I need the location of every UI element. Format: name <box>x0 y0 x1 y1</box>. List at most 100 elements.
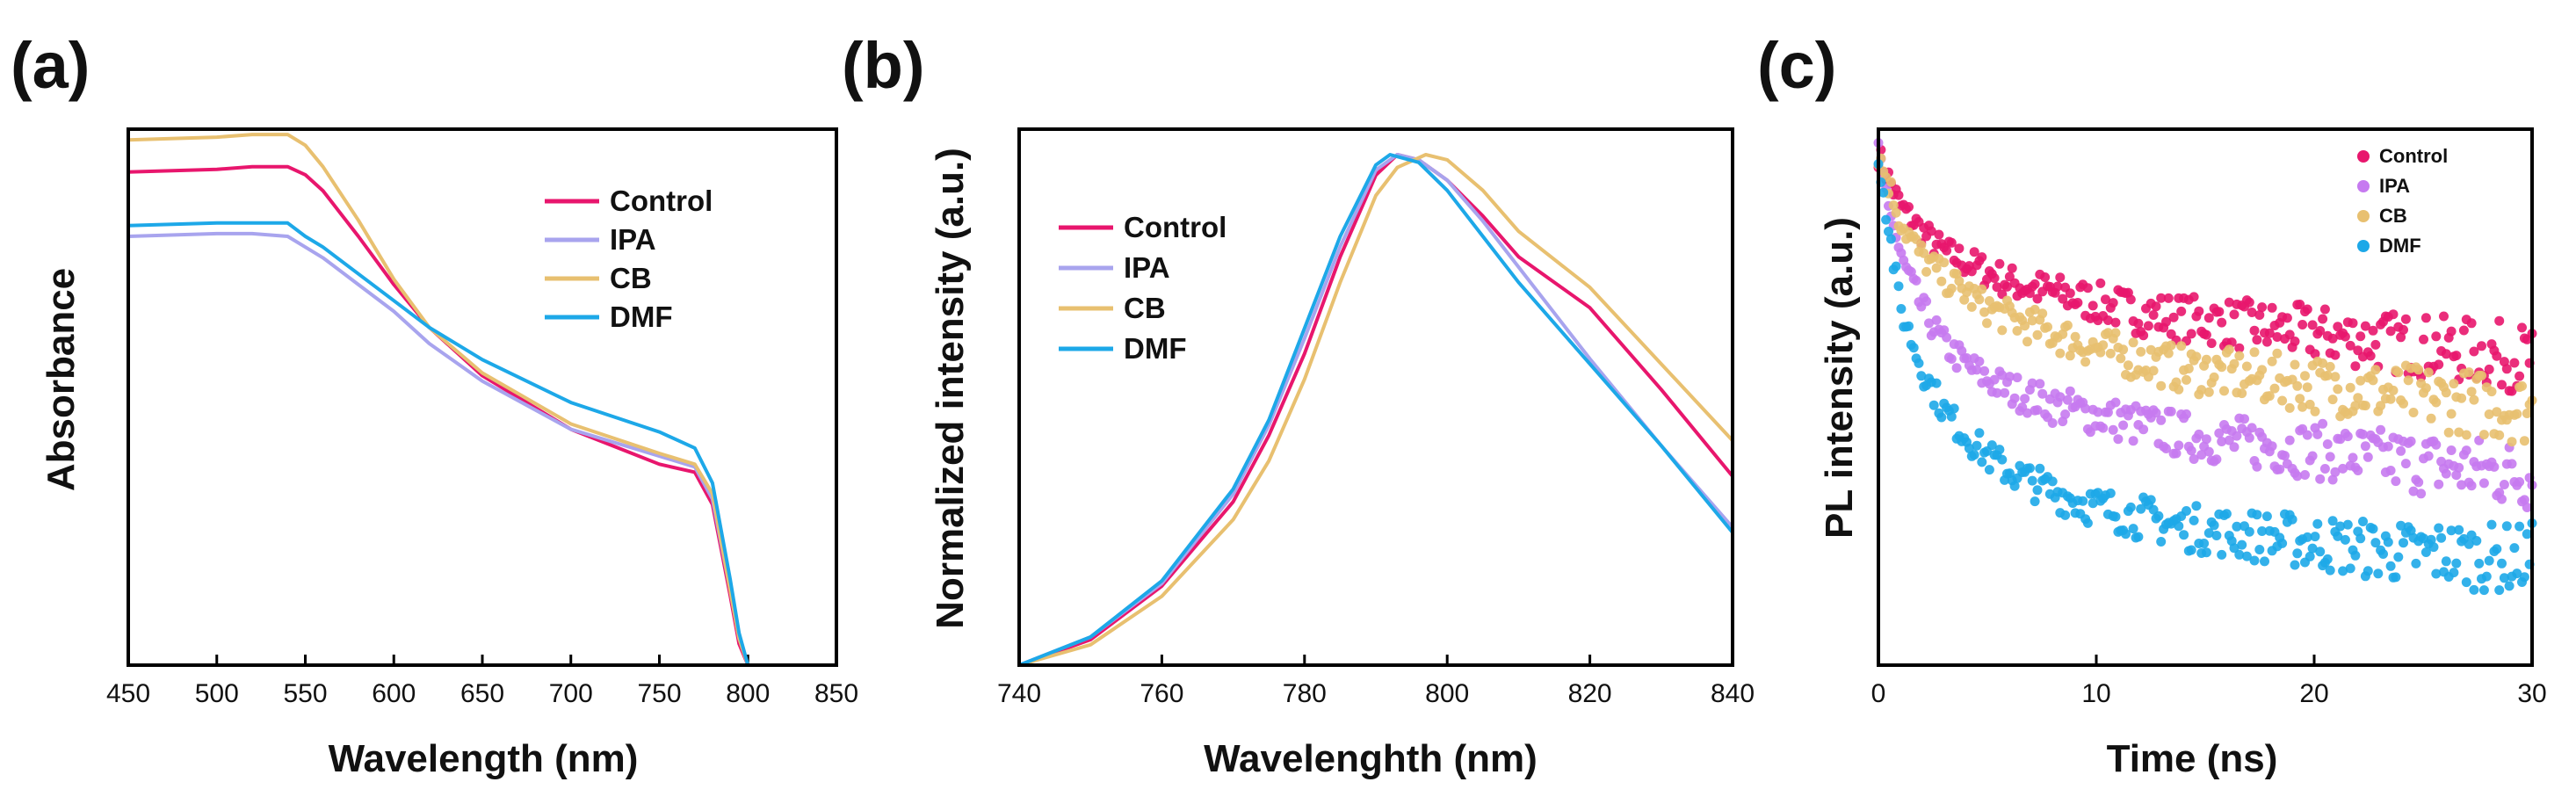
point-c-cb-63 <box>2032 329 2043 340</box>
point-c-control-151 <box>2254 310 2265 320</box>
point-c-control-85 <box>2088 301 2098 311</box>
point-c-control-207 <box>2396 332 2406 343</box>
panel-a-absorbance: (a) Absorbance Wavelength (nm) 450 500 550… <box>11 29 858 780</box>
point-c-cb-180 <box>2327 395 2338 405</box>
point-c-dmf-48 <box>1994 445 2005 455</box>
point-c-control-131 <box>2203 313 2214 323</box>
x-tick-label-b-1: 760 <box>1140 679 1183 708</box>
point-c-ipa-139 <box>2224 435 2234 445</box>
point-c-cb-122 <box>2182 374 2191 385</box>
point-c-dmf-175 <box>2315 547 2326 557</box>
plot-area-c: 0 10 20 30 Control IPA CB DMF <box>1871 138 2547 708</box>
point-c-cb-17 <box>1916 240 1927 250</box>
point-c-dmf-61 <box>2027 475 2037 486</box>
point-c-control-245 <box>2492 351 2502 361</box>
legend-label-b-control: Control <box>1124 211 1226 243</box>
point-c-dmf-3 <box>1881 214 1892 225</box>
point-c-dmf-228 <box>2449 568 2459 578</box>
point-c-control-46 <box>1989 273 2000 283</box>
x-tick-label-c-2: 20 <box>2299 679 2328 708</box>
point-c-control-229 <box>2451 351 2462 361</box>
point-c-cb-214 <box>2413 365 2424 375</box>
point-c-cb-160 <box>2277 395 2288 406</box>
point-c-control-71 <box>2052 281 2063 292</box>
point-c-ipa-150 <box>2252 461 2262 472</box>
point-c-control-236 <box>2469 346 2479 357</box>
point-c-control-185 <box>2340 331 2350 342</box>
point-c-cb-49 <box>1997 325 2008 336</box>
point-c-cb-104 <box>2136 346 2146 357</box>
point-c-dmf-253 <box>2512 568 2522 579</box>
point-c-dmf-44 <box>1984 465 1994 475</box>
point-c-control-12 <box>1904 202 1914 212</box>
point-c-ipa-186 <box>2342 431 2353 442</box>
point-c-control-120 <box>2176 306 2187 316</box>
point-c-dmf-98 <box>2121 529 2131 539</box>
point-c-dmf-184 <box>2338 566 2348 576</box>
point-c-cb-253 <box>2512 409 2522 419</box>
point-c-dmf-170 <box>2302 532 2312 542</box>
point-c-ipa-27 <box>1942 332 1952 343</box>
point-c-dmf-142 <box>2232 521 2242 532</box>
point-c-ipa-52 <box>2004 372 2015 382</box>
point-c-dmf-233 <box>2461 577 2471 588</box>
point-c-control-196 <box>2368 325 2378 336</box>
point-c-control-235 <box>2466 318 2477 329</box>
point-c-cb-118 <box>2171 377 2182 387</box>
point-c-cb-255 <box>2517 380 2527 391</box>
point-c-ipa-131 <box>2203 446 2214 457</box>
point-c-cb-25 <box>1936 276 1947 286</box>
point-c-ipa-248 <box>2499 480 2509 489</box>
point-c-cb-143 <box>2234 351 2245 361</box>
point-c-control-139 <box>2224 297 2234 308</box>
point-c-control-124 <box>2186 329 2196 339</box>
point-c-cb-144 <box>2237 388 2247 399</box>
legend-label-a-ipa: IPA <box>610 223 656 256</box>
point-c-cb-97 <box>2118 344 2129 355</box>
point-c-ipa-159 <box>2275 464 2285 474</box>
x-tick-label-a-0: 450 <box>106 679 150 708</box>
point-c-control-180 <box>2327 333 2338 344</box>
point-c-dmf-203 <box>2385 561 2396 571</box>
point-c-cb-136 <box>2217 362 2227 373</box>
point-c-dmf-183 <box>2335 521 2346 532</box>
point-c-cb-156 <box>2267 356 2277 366</box>
plot-frame-a <box>127 127 838 667</box>
point-c-control-177 <box>2319 304 2330 315</box>
point-c-cb-37 <box>1966 301 1977 312</box>
point-c-cb-163 <box>2284 402 2295 413</box>
point-c-dmf-194 <box>2363 566 2373 576</box>
point-c-cb-120 <box>2176 341 2187 351</box>
point-c-dmf-164 <box>2287 514 2297 525</box>
point-c-ipa-240 <box>2478 478 2489 489</box>
point-c-control-21 <box>1926 226 1936 236</box>
point-c-cb-78 <box>2070 331 2080 342</box>
point-c-ipa-40 <box>1974 356 1985 366</box>
point-c-dmf-8 <box>1893 281 1904 292</box>
point-c-dmf-248 <box>2499 573 2509 583</box>
point-c-cb-34 <box>1959 294 1970 305</box>
point-c-ipa-141 <box>2229 442 2240 453</box>
point-c-cb-225 <box>2441 387 2451 398</box>
point-c-cb-41 <box>1977 284 1987 294</box>
point-c-ipa-176 <box>2318 418 2328 429</box>
point-c-dmf-41 <box>1977 457 1987 467</box>
point-c-dmf-121 <box>2179 530 2189 540</box>
point-c-ipa-229 <box>2451 470 2462 481</box>
point-c-control-154 <box>2261 337 2272 347</box>
point-c-dmf-126 <box>2191 501 2202 511</box>
point-c-dmf-245 <box>2492 544 2502 554</box>
series-line-b-ipa <box>1018 153 1734 667</box>
point-c-dmf-189 <box>2350 550 2361 561</box>
point-c-ipa-134 <box>2211 454 2222 465</box>
point-c-control-148 <box>2247 308 2257 317</box>
x-tick-label-a-6: 750 <box>637 679 681 708</box>
point-c-control-48 <box>1994 258 2005 269</box>
point-c-ipa-69 <box>2047 418 2058 428</box>
point-c-cb-234 <box>2464 367 2474 378</box>
point-c-control-225 <box>2441 349 2451 359</box>
point-c-cb-133 <box>2209 372 2219 382</box>
point-c-dmf-229 <box>2451 558 2462 568</box>
point-c-control-136 <box>2217 317 2227 328</box>
point-c-ipa-59 <box>2022 408 2032 418</box>
